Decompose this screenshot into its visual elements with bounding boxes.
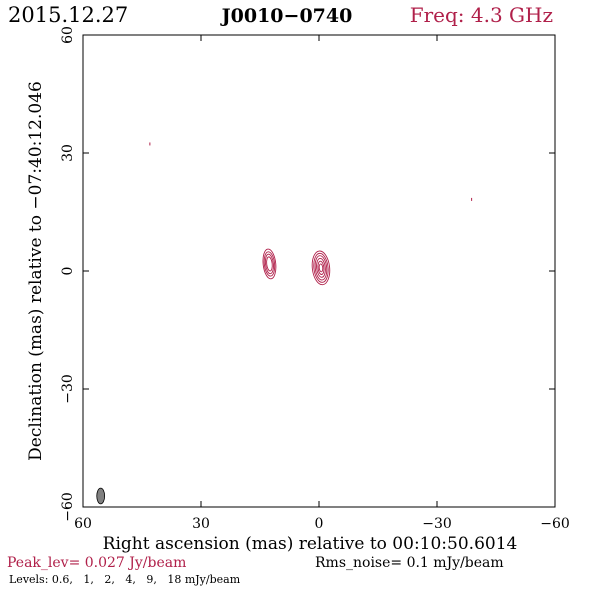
peak-level: Peak_lev= 0.027 Jy/beam xyxy=(7,555,186,571)
plot-frame xyxy=(82,34,556,508)
y-tick-label: −60 xyxy=(60,492,76,522)
core-contour xyxy=(316,258,326,278)
observation-date: 2015.12.27 xyxy=(8,3,128,27)
x-tick-label: 0 xyxy=(315,516,324,532)
rms-noise: Rms_noise= 0.1 mJy/beam xyxy=(315,555,504,571)
y-tick-label: 0 xyxy=(60,267,76,276)
source-name: J0010−0740 xyxy=(220,5,353,27)
beam-ellipse xyxy=(96,487,106,505)
x-tick-label: 60 xyxy=(74,516,92,532)
y-axis-label: Declination (mas) relative to −07:40:12.… xyxy=(26,81,46,461)
core-contour xyxy=(318,263,324,273)
knot-contour xyxy=(264,253,274,275)
x-tick-labels: 60 30 0 −30 −60 xyxy=(74,516,570,532)
core-contour xyxy=(313,252,329,283)
y-tick-label: 30 xyxy=(60,144,76,162)
core-contour xyxy=(317,260,325,275)
noise-specks xyxy=(149,142,473,201)
y-tick-labels: −60 −30 0 30 60 xyxy=(60,26,76,522)
knot-contour xyxy=(262,248,277,280)
core-contour xyxy=(314,255,328,281)
frequency-label: Freq: 4.3 GHz xyxy=(410,3,553,27)
x-tick-label: −30 xyxy=(422,516,452,532)
y-tick-label: −30 xyxy=(60,374,76,404)
x-tick-label: 30 xyxy=(192,516,210,532)
beam-shape xyxy=(96,487,106,505)
axis-ticks xyxy=(82,34,556,508)
x-axis-label: Right ascension (mas) relative to 00:10:… xyxy=(103,534,518,554)
core-contour xyxy=(311,250,331,286)
x-tick-label: −60 xyxy=(540,516,570,532)
contour-lines xyxy=(262,248,331,286)
knot-contour xyxy=(266,256,273,272)
contour-levels: Levels: 0.6, 1, 2, 4, 9, 18 mJy/beam xyxy=(9,573,241,586)
knot-contour xyxy=(263,251,276,277)
y-tick-label: 60 xyxy=(60,26,76,44)
